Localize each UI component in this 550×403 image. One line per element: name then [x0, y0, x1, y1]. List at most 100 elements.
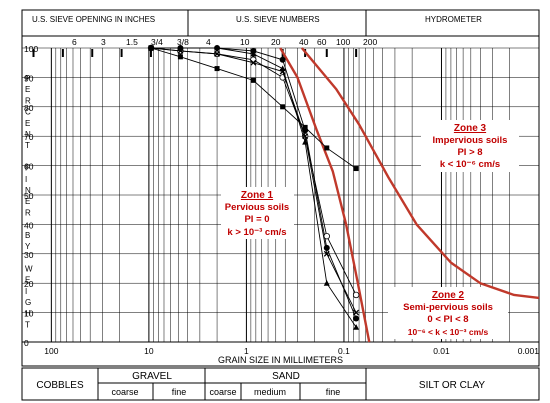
x-tick-0.01: 0.01	[433, 346, 450, 356]
data-point-filled-square	[250, 77, 256, 83]
zone3-line3: k < 10⁻⁶ cm/s	[440, 159, 500, 170]
zone2-line2: 0 < PI < 8	[427, 314, 468, 325]
header-hydrometer-title: HYDROMETER	[425, 15, 482, 24]
zone1-line3: k > 10⁻³ cm/s	[227, 227, 286, 238]
x-tick-100: 100	[44, 346, 58, 356]
data-point-filled-triangle	[353, 324, 360, 330]
class-gravel-fine: fine	[172, 387, 187, 397]
y-label-letter: T	[25, 141, 30, 150]
zone1-box	[221, 187, 294, 239]
zone3-line2: PI > 8	[457, 147, 482, 158]
series-line-2	[151, 47, 357, 296]
y-label-letter: E	[25, 276, 30, 285]
zone2-line3: 10⁻⁶ < k < 10⁻³ cm/s	[408, 327, 489, 337]
data-point-x	[214, 50, 221, 57]
sieve-label-6in: 6	[72, 37, 77, 47]
classification-bar: COBBLES GRAVEL coarse fine SAND coarse m…	[21, 367, 540, 401]
y-label-letter: G	[25, 298, 31, 307]
data-point-filled-triangle	[214, 44, 221, 51]
data-point-filled-triangle	[279, 65, 286, 72]
data-point-x	[250, 59, 257, 66]
class-sand: SAND	[272, 371, 300, 382]
data-point-filled-circle	[279, 56, 286, 63]
y-label-letter: C	[25, 108, 31, 117]
y-label-letter: I	[25, 287, 27, 296]
sieve-label-no60: 60	[317, 37, 327, 47]
y-label-letter: N	[25, 186, 31, 195]
zone3-box	[421, 120, 519, 172]
data-point-filled-square	[280, 104, 286, 110]
y-label-letter: R	[25, 208, 31, 217]
data-point-filled-triangle	[250, 50, 257, 57]
data-point-filled-triangle	[323, 280, 330, 286]
class-gravel: GRAVEL	[132, 371, 172, 382]
y-tick-20: 20	[24, 279, 34, 289]
y-label-letter: P	[25, 74, 30, 83]
y-label-letter: B	[25, 231, 30, 240]
zone2-box	[388, 287, 508, 339]
data-point-filled-circle	[353, 315, 360, 322]
class-sand-coarse: coarse	[209, 387, 236, 397]
sieve-label-no10: 10	[240, 37, 250, 47]
series-line-3	[151, 47, 357, 313]
series-line-5	[150, 47, 357, 169]
y-tick-30: 30	[24, 250, 34, 260]
y-label-letter: E	[25, 197, 30, 206]
data-point-filled-square	[148, 45, 154, 51]
series-line-4	[151, 47, 357, 328]
y-label-letter: N	[25, 130, 31, 139]
sieve-label-3-4in: 3/4	[151, 37, 163, 47]
class-sand-medium: medium	[254, 387, 286, 397]
zone3-line1: Impervious soils	[433, 135, 508, 146]
gradation-series	[147, 44, 360, 330]
y-label-letter: F	[25, 164, 30, 173]
sieve-label-1-5in: 1.5	[126, 37, 138, 47]
zone1-line2: PI = 0	[244, 214, 269, 225]
zone-boundary-1	[279, 47, 371, 343]
data-point-open-circle	[352, 291, 360, 299]
data-point-x	[323, 250, 330, 257]
zone1-title: Zone 1	[241, 190, 274, 201]
y-label-letter: I	[25, 175, 27, 184]
data-point-filled-triangle	[177, 44, 184, 51]
zone-boundaries	[279, 47, 540, 343]
y-label-letter: H	[25, 309, 31, 318]
class-cobbles: COBBLES	[36, 380, 84, 391]
data-point-filled-triangle	[302, 138, 309, 145]
x-tick-labels: 100 10 1 0.1 0.01 0.001	[44, 346, 539, 356]
x-tick-1: 1	[244, 346, 249, 356]
y-tick-0: 0	[24, 338, 29, 348]
y-tick-80: 80	[24, 103, 34, 113]
y-label-letter: E	[25, 119, 30, 128]
data-point-open-circle	[323, 232, 330, 240]
header-inches-title: U.S. SIEVE OPENING IN INCHES	[32, 15, 155, 24]
sieve-label-no20: 20	[271, 37, 281, 47]
data-point-filled-square	[353, 166, 359, 172]
sieve-label-3-8in: 3/8	[177, 37, 189, 47]
zone2-line1: Semi-pervious soils	[403, 302, 493, 313]
sieve-label-no4: 4	[206, 37, 211, 47]
class-silt-clay: SILT OR CLAY	[419, 380, 485, 391]
series-line-1	[151, 47, 357, 319]
y-label-letter: T	[25, 320, 30, 329]
sieve-label-no100: 100	[336, 37, 350, 47]
y-label-letter: W	[25, 264, 33, 273]
sieve-labels: 6 3 1.5 3/4 3/8 4 10 20 40 60 100 200	[72, 37, 377, 47]
x-tick-10: 10	[144, 346, 154, 356]
class-sand-fine: fine	[326, 387, 341, 397]
zone2-title: Zone 2	[432, 290, 465, 301]
x-tick-0.1: 0.1	[338, 346, 350, 356]
zone1-line1: Pervious soils	[225, 202, 289, 213]
sieve-label-no200: 200	[363, 37, 377, 47]
y-tick-50: 50	[24, 191, 34, 201]
x-tick-0.001: 0.001	[518, 346, 540, 356]
y-label-letter: E	[25, 85, 30, 94]
zone3-title: Zone 3	[454, 123, 487, 134]
data-point-filled-square	[302, 124, 308, 130]
y-tick-70: 70	[24, 132, 34, 142]
y-tick-60: 60	[24, 162, 34, 172]
y-label-letter: R	[25, 96, 31, 105]
